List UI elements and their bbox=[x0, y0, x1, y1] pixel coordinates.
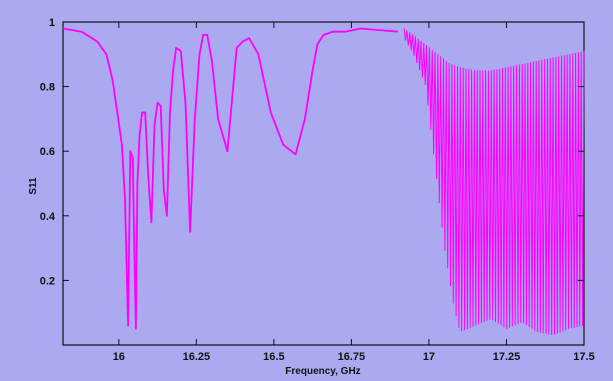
x-tick-label: 16 bbox=[113, 351, 125, 363]
y-tick-label: 0.6 bbox=[40, 146, 55, 158]
x-tick-label: 16.75 bbox=[338, 351, 366, 363]
y-tick-label: 0.2 bbox=[40, 275, 55, 287]
y-axis-ticks: 0.2 0.4 0.6 0.8 1 bbox=[40, 17, 584, 287]
y-tick-label: 0.8 bbox=[40, 82, 55, 94]
y-tick-label: 1 bbox=[49, 17, 55, 29]
series-line bbox=[62, 27, 398, 330]
y-tick-label: 0.4 bbox=[40, 211, 56, 223]
x-axis-label: Frequency, GHz bbox=[285, 366, 360, 377]
x-tick-label: 17.5 bbox=[573, 351, 594, 363]
x-tick-label: 16.25 bbox=[183, 351, 211, 363]
series-curves bbox=[62, 27, 585, 336]
y-axis-label: S11 bbox=[28, 177, 39, 195]
x-tick-label: 17 bbox=[423, 351, 435, 363]
x-axis-ticks: 16 16.25 16.5 16.75 17 17.25 17.5 bbox=[113, 22, 595, 363]
x-tick-label: 16.5 bbox=[263, 351, 284, 363]
plot-frame bbox=[62, 21, 585, 346]
series-oscillation bbox=[403, 28, 585, 336]
x-tick-label: 17.25 bbox=[493, 351, 521, 363]
